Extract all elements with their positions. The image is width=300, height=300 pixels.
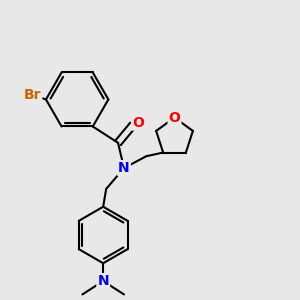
Text: N: N xyxy=(98,274,109,288)
Text: Br: Br xyxy=(24,88,41,102)
Text: O: O xyxy=(132,116,144,130)
Text: N: N xyxy=(118,161,130,175)
Text: O: O xyxy=(169,111,181,124)
